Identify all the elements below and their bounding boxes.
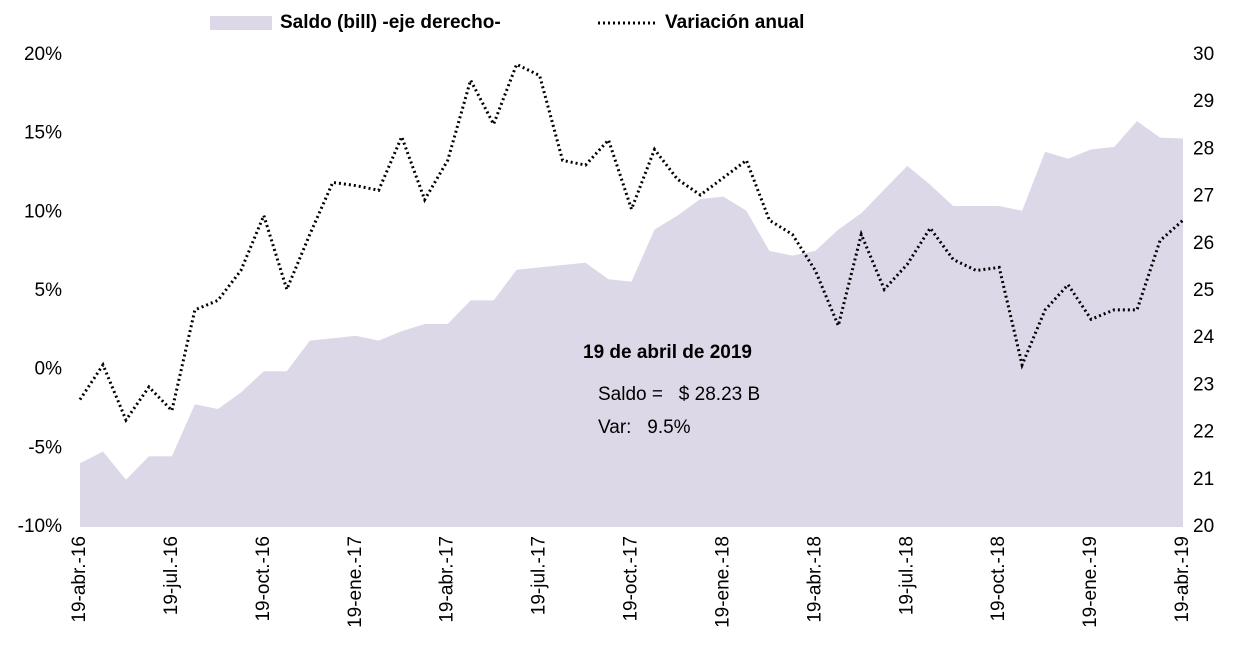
y-tick-label: 0% <box>35 359 63 380</box>
x-tick-label: 19-jul.-16 <box>161 536 182 615</box>
x-tick-label: 19-oct.-17 <box>621 536 642 622</box>
annotation: Var: 9.5% <box>598 417 691 438</box>
y2-tick-label: 29 <box>1193 91 1214 112</box>
y-tick-label: 15% <box>24 123 62 144</box>
x-tick-label: 19-jul.-17 <box>529 536 550 615</box>
x-tick-label: 19-abr.-17 <box>437 536 458 623</box>
y-tick-label: 5% <box>35 280 63 301</box>
x-tick-label: 19-ene.-19 <box>1080 536 1101 628</box>
y-tick-label: -5% <box>28 437 62 458</box>
legend-label: Variación anual <box>665 12 804 33</box>
y-tick-label: 10% <box>24 201 62 222</box>
y-tick-label: -10% <box>18 516 62 537</box>
area <box>80 121 1183 527</box>
line <box>78 62 1184 424</box>
x-tick-label: 19-ene.-18 <box>712 536 733 628</box>
y2-tick-label: 23 <box>1193 374 1214 395</box>
y-tick-label: 20% <box>24 44 62 65</box>
y2-tick-label: 20 <box>1193 516 1214 537</box>
annotation-title: 19 de abril de 2019 <box>583 342 752 363</box>
x-tick-label: 19-oct.-18 <box>988 536 1009 622</box>
y2-tick-label: 27 <box>1193 186 1214 207</box>
legend-label: Saldo (bill) -eje derecho- <box>280 12 501 33</box>
x-tick-label: 19-abr.-16 <box>69 536 90 623</box>
y2-tick-label: 28 <box>1193 138 1214 159</box>
y2-tick-label: 22 <box>1193 422 1214 443</box>
y2-tick-label: 30 <box>1193 44 1214 65</box>
y2-tick-label: 26 <box>1193 233 1214 254</box>
annotation: Saldo = $ 28.23 B <box>598 384 760 405</box>
x-tick-label: 19-ene.-17 <box>345 536 366 628</box>
x-tick-label: 19-abr.-18 <box>804 536 825 623</box>
x-tick-label: 19-jul.-18 <box>896 536 917 615</box>
x-tick-label: 19-abr.-19 <box>1172 536 1193 623</box>
legend-swatch <box>210 16 272 30</box>
x-tick-label: 19-oct.-16 <box>253 536 274 622</box>
y2-tick-label: 24 <box>1193 327 1215 348</box>
y2-tick-label: 25 <box>1193 280 1214 301</box>
y2-tick-label: 21 <box>1193 469 1214 490</box>
